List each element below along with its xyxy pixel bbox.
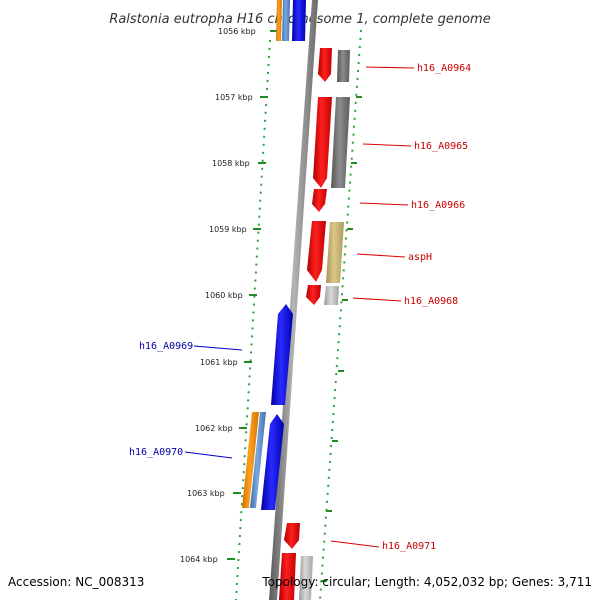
gene-arrow [271, 304, 293, 405]
scale-labels: 1056 kbp 1057 kbp 1058 kbp 1059 kbp 1060… [180, 27, 256, 564]
scale-ticks [227, 30, 278, 560]
genome-stats: Topology: circular; Length: 4,052,032 bp… [261, 575, 592, 589]
gene-label-h16-a0971[interactable]: h16_A0971 [382, 541, 436, 552]
tick-label: 1060 kbp [205, 291, 243, 300]
gene-arrow [306, 285, 321, 305]
gene-label-h16-a0965[interactable]: h16_A0965 [414, 141, 468, 152]
gene-arrow [279, 553, 296, 600]
steel-cog-bar [250, 412, 266, 508]
tick-label: 1058 kbp [212, 159, 250, 168]
gene-h16-a0971[interactable] [279, 523, 313, 600]
gene-arrow [313, 97, 332, 188]
gene-arrow [284, 523, 300, 549]
right-track-ticks [321, 96, 362, 582]
gene-h16-a0964[interactable] [318, 48, 350, 82]
top-partial-genes [276, 0, 306, 41]
gene-labels: h16_A0964 h16_A0965 h16_A0966 aspH h16_A… [129, 63, 471, 552]
gene-asph[interactable] [307, 221, 344, 283]
cog-bar [331, 97, 350, 188]
cog-bar [337, 50, 350, 82]
gene-label-h16-a0964[interactable]: h16_A0964 [417, 63, 471, 74]
left-dotted-track [235, 39, 271, 600]
tick-label: 1057 kbp [215, 93, 253, 102]
gene-label-h16-a0966[interactable]: h16_A0966 [411, 200, 465, 211]
cog-bar [326, 222, 344, 283]
gene-arrow [261, 414, 284, 510]
gene-arrow [318, 48, 332, 82]
gene-arrow [307, 221, 326, 282]
gene-h16-a0966[interactable] [312, 189, 327, 212]
gene-h16-a0969[interactable] [271, 304, 293, 405]
tick-label: 1056 kbp [218, 27, 256, 36]
cog-bar [324, 286, 339, 305]
gene-arrow [312, 189, 327, 212]
tick-label: 1061 kbp [200, 358, 238, 367]
gene-h16-a0968[interactable] [306, 285, 339, 305]
tick-label: 1059 kbp [209, 225, 247, 234]
tick-label: 1064 kbp [180, 555, 218, 564]
blue-gene-arrow [292, 0, 306, 41]
orange-cog-bar [242, 412, 259, 508]
orange-cog-bar [276, 0, 282, 41]
cog-bar [299, 556, 313, 600]
gene-label-h16-a0970[interactable]: h16_A0970 [129, 447, 183, 458]
accession-label: Accession: NC_008313 [8, 575, 144, 589]
gene-h16-a0965[interactable] [313, 97, 350, 188]
tick-label: 1062 kbp [195, 424, 233, 433]
tick-label: 1063 kbp [187, 489, 225, 498]
leader-lines [184, 66, 415, 548]
gene-label-h16-a0969[interactable]: h16_A0969 [139, 341, 193, 352]
gene-label-h16-a0968[interactable]: h16_A0968 [404, 296, 458, 307]
gene-label-asph[interactable]: aspH [408, 252, 432, 263]
steel-cog-bar [282, 0, 290, 41]
gene-h16-a0970[interactable] [242, 412, 284, 510]
